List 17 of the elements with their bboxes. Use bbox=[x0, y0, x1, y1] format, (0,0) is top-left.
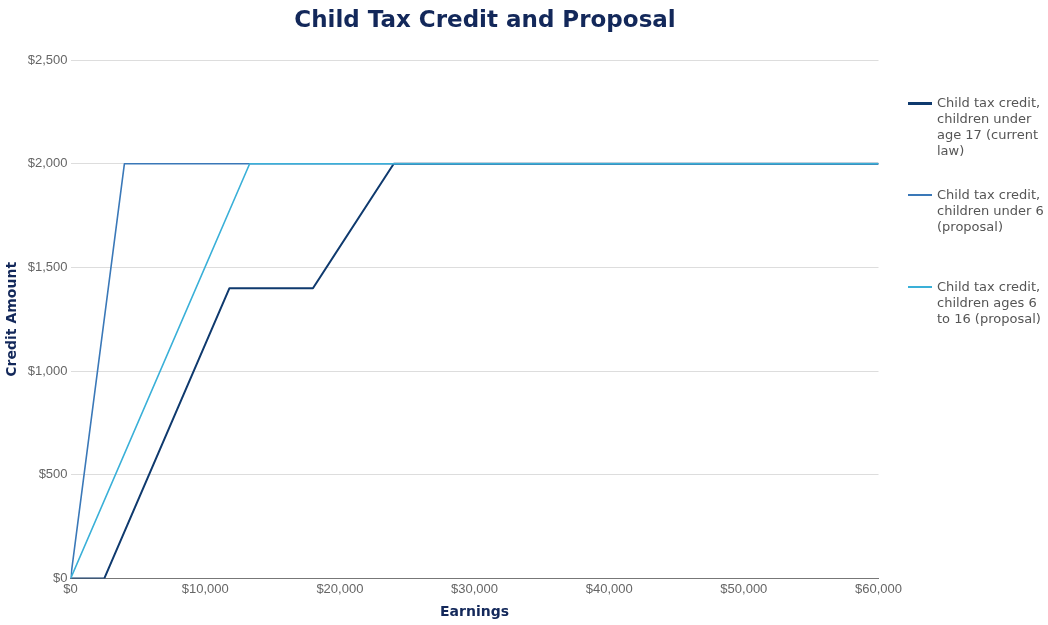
y-tick-label: $1,500 bbox=[27, 259, 68, 275]
x-tick-label: $60,000 bbox=[855, 580, 902, 596]
chart-title: Child Tax Credit and Proposal bbox=[293, 6, 677, 32]
legend-label: Child tax credit, children under 6 (proposal) bbox=[937, 187, 1045, 235]
y-axis-title: Credit Amount bbox=[3, 261, 20, 377]
y-tick-label: $2,000 bbox=[27, 155, 68, 171]
x-axis-title: Earnings bbox=[440, 603, 510, 620]
y-tick-label: $1,000 bbox=[27, 362, 68, 378]
x-tick-label: $10,000 bbox=[181, 580, 229, 596]
x-tick-label: $50,000 bbox=[720, 580, 768, 596]
legend-label: Child tax credit, children under age 17 (current law) bbox=[937, 95, 1042, 159]
legend-label: Child tax credit, children ages 6 to 16 (proposal) bbox=[937, 279, 1042, 327]
x-tick-label: $30,000 bbox=[451, 580, 499, 596]
y-tick-label: $500 bbox=[38, 466, 68, 482]
x-tick-label: $40,000 bbox=[585, 580, 633, 596]
y-tick-label: $2,500 bbox=[27, 51, 68, 67]
x-tick-label: $20,000 bbox=[316, 580, 364, 596]
